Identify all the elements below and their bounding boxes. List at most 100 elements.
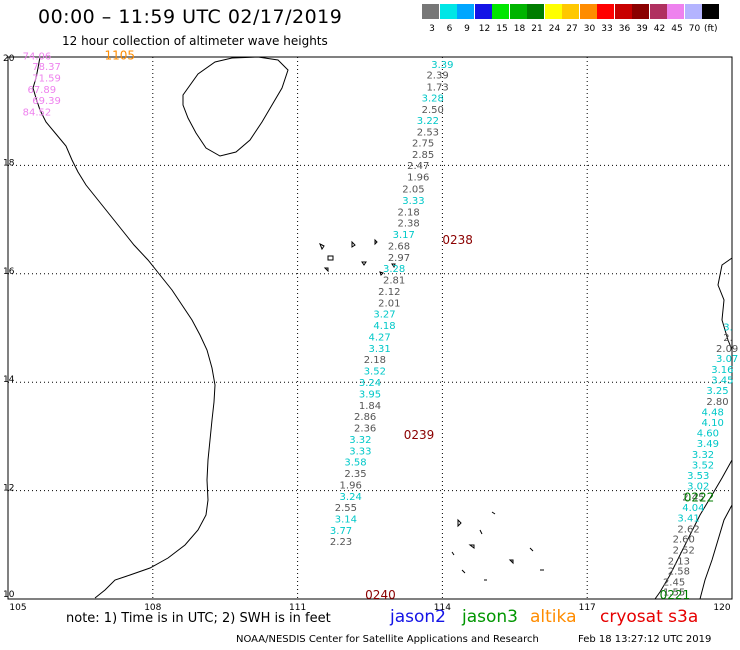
wave-height-value: 3.52: [692, 460, 714, 471]
lon-tick-label: 120: [713, 603, 730, 613]
page-title: 00:00 – 11:59 UTC 02/17/2019: [38, 6, 343, 28]
coastline-hainan: [182, 56, 289, 157]
wave-height-value: 3.77: [330, 526, 352, 537]
wave-height-value: 2.01: [378, 298, 400, 309]
legend-unit: (ft): [704, 24, 718, 34]
wave-height-value: 2.60: [673, 535, 695, 546]
lat-tick-label: 12: [3, 484, 14, 494]
legend-swatch: [649, 4, 667, 19]
wave-height-value: 3.14: [335, 515, 357, 526]
coastline: [32, 56, 733, 600]
wave-height-value: 1.96: [340, 480, 362, 491]
legend-label: 15: [496, 24, 508, 34]
wave-height-value: 2.45: [682, 492, 704, 503]
wave-height-value: 1.55: [663, 588, 685, 599]
legend-swatch: [544, 4, 562, 19]
wave-height-value: 3.49: [697, 439, 719, 450]
wave-height-value: 71.59: [32, 73, 61, 84]
wave-height-value: 4.10: [702, 418, 724, 429]
wave-height-value: 3.17: [393, 230, 415, 241]
legend-swatch: [439, 4, 457, 19]
legend-swatch: [474, 4, 492, 19]
wave-height-value: 4.60: [697, 428, 719, 439]
wave-height-value: 3.95: [359, 389, 381, 400]
legend-swatch: [667, 4, 684, 19]
wave-height-value: 84.52: [23, 108, 52, 119]
map-frame: [7, 56, 733, 600]
wave-height-value: 2.62: [677, 524, 699, 535]
credit-line: NOAA/NESDIS Center for Satellite Applica…: [236, 634, 539, 645]
legend-swatch: [422, 4, 439, 19]
legend-swatch: [684, 4, 702, 19]
wave-height-value: 2.: [723, 333, 733, 344]
legend-swatch: [702, 4, 719, 19]
wave-height-value: 1.84: [359, 401, 381, 412]
wave-height-value: 2.55: [335, 503, 357, 514]
wave-height-value: 78.37: [32, 62, 61, 73]
wave-height-value: 2.45: [663, 577, 685, 588]
legend-label: 36: [618, 24, 631, 34]
wave-height-value: 3.27: [373, 310, 395, 321]
wave-height-value: 2.86: [354, 412, 376, 423]
wave-height-value: 69.39: [32, 96, 61, 107]
legend-label: 45: [671, 24, 683, 34]
lat-tick-label: 18: [3, 158, 15, 168]
wave-height-value: 3.33: [349, 446, 371, 457]
wave-height-value: 3.02: [687, 482, 709, 493]
wave-height-value: 2.18: [364, 355, 386, 366]
satellite-name: altika: [530, 607, 577, 627]
wave-height-value: 2.52: [673, 545, 695, 556]
wave-height-value: 3.53: [687, 471, 709, 482]
generation-timestamp: Feb 18 13:27:12 UTC 2019: [578, 634, 712, 645]
spratly-islands: [451, 511, 544, 581]
wave-height-value: 4.48: [702, 407, 724, 418]
wave-height-value: 3.32: [349, 435, 371, 446]
wave-height-value: 4.18: [373, 321, 395, 332]
wave-height-value: 3.32: [692, 450, 714, 461]
page-subtitle: 12 hour collection of altimeter wave hei…: [62, 34, 328, 48]
wave-height-value: 3.28: [383, 264, 405, 275]
wave-height-value: 74.06: [23, 52, 52, 63]
legend-label: 70: [688, 24, 701, 34]
wave-height-value: 3.39: [431, 60, 453, 71]
legend-swatch: [632, 4, 649, 19]
wave-height-value: 2.75: [412, 138, 434, 149]
lon-tick-label: 117: [579, 603, 596, 613]
legend-label: 6: [446, 24, 453, 34]
lat-tick-label: 16: [3, 267, 15, 277]
wave-height-value: 2.09: [716, 344, 738, 355]
lon-tick-label: 108: [144, 603, 161, 613]
coastline-philippines: [654, 257, 733, 600]
track-time-label: 1105: [105, 49, 136, 63]
satellite-name: jason3: [462, 607, 518, 627]
satellite-name: jason2: [390, 607, 446, 627]
wave-height-value: 3.07: [716, 354, 738, 365]
lat-tick-label: 20: [3, 54, 15, 64]
wave-height-value: 2.36: [354, 424, 376, 435]
lat-tick-label: 14: [3, 375, 15, 385]
lat-tick-label: 10: [3, 590, 15, 600]
lon-tick-label: 111: [289, 603, 306, 613]
legend-swatch: [457, 4, 474, 19]
wave-height-value: 2.39: [426, 71, 448, 82]
wave-height-value: 3.45: [711, 375, 733, 386]
wave-height-value: 3.52: [364, 367, 386, 378]
wave-height-value: 1.96: [407, 173, 429, 184]
wave-height-value: 3.41: [677, 513, 699, 524]
lat-lon-gridlines: [8, 57, 732, 599]
wave-height-value: 3.16: [711, 365, 733, 376]
legend-label: 30: [583, 24, 596, 34]
wave-height-value: 2.18: [397, 207, 419, 218]
wave-height-value: 2.50: [422, 105, 444, 116]
track-time-label: 0222: [684, 490, 715, 504]
wave-height-value: 2.13: [668, 556, 690, 567]
track-time-label: 0240: [365, 588, 396, 602]
wave-height-value: 2.81: [383, 276, 405, 287]
wave-height-value: 67.89: [27, 85, 56, 96]
wave-height-value: 3.24: [340, 492, 362, 503]
wave-height-value: 2.38: [397, 219, 419, 230]
footer-note: note: 1) Time is in UTC; 2) SWH is in fe…: [66, 611, 331, 626]
wave-height-value: 1.73: [426, 83, 448, 94]
track-time-labels: 1105 0238 0239 0240 0222 0221: [105, 49, 715, 602]
wave-height-value: 3.25: [706, 386, 728, 397]
